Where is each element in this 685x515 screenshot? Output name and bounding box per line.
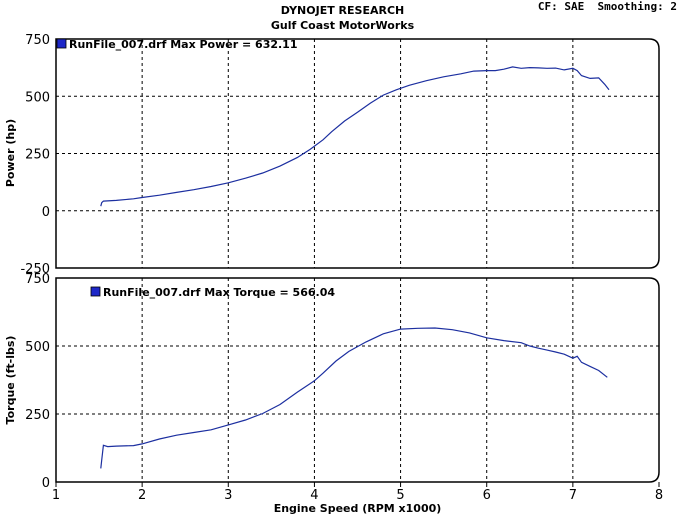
chart-subtitle: Gulf Coast MotorWorks — [270, 19, 415, 32]
torque-legend-swatch — [90, 286, 101, 297]
power-ytick-label: 750 — [25, 33, 50, 48]
torque-ytick-label: 750 — [25, 272, 50, 287]
power-legend-swatch — [56, 38, 67, 49]
torque-ytick-label: 250 — [25, 408, 50, 423]
xtick-label: 4 — [310, 488, 318, 503]
torque-series-line — [100, 327, 608, 469]
power-ytick-label: -250 — [20, 262, 50, 277]
power-series-line — [100, 66, 610, 207]
torque-ytick-label: 500 — [25, 340, 50, 355]
torque-plot-frame — [55, 277, 660, 483]
xtick-label: 2 — [138, 488, 146, 503]
x-axis-label: Engine Speed (RPM x1000) — [274, 502, 442, 515]
torque-legend-label: RunFile_007.drf Max Torque = 566.04 — [103, 286, 335, 299]
xtick-label: 1 — [52, 488, 60, 503]
xtick-label: 6 — [483, 488, 491, 503]
correction-factor-label: CF: SAE — [537, 0, 585, 13]
xtick-label: 8 — [655, 488, 663, 503]
xtick-label: 5 — [396, 488, 404, 503]
xtick-label: 7 — [569, 488, 577, 503]
xtick-label: 3 — [224, 488, 232, 503]
smoothing-label: Smoothing: 2 — [597, 0, 677, 13]
torque-ylabel: Torque (ft-lbs) — [4, 336, 17, 425]
power-legend-label: RunFile_007.drf Max Power = 632.11 — [69, 38, 298, 51]
torque-ytick-label: 0 — [42, 476, 50, 491]
power-ytick-label: 0 — [42, 205, 50, 220]
chart-title: DYNOJET RESEARCH — [280, 4, 405, 17]
power-ylabel: Power (hp) — [4, 119, 17, 187]
power-ytick-label: 250 — [25, 148, 50, 163]
dyno-settings: CF: SAE Smoothing: 2 — [538, 0, 677, 13]
power-ytick-label: 500 — [25, 90, 50, 105]
